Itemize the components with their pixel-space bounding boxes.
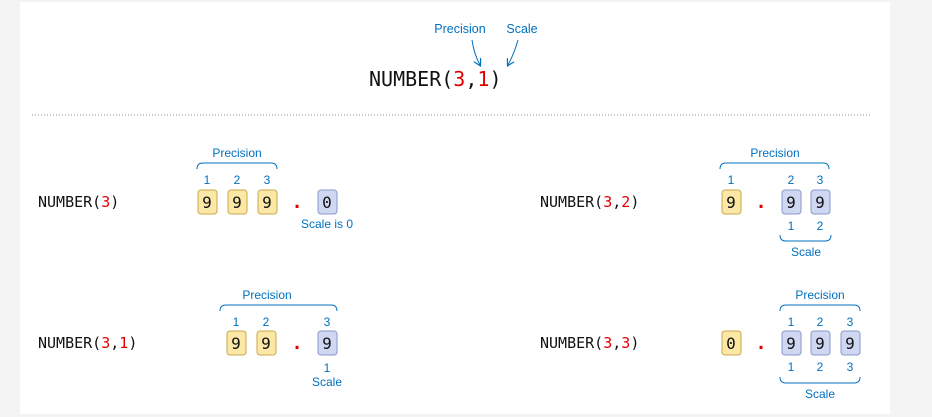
fraction-digit: 9 — [815, 334, 825, 353]
fraction-digit-box — [781, 189, 802, 215]
fraction-digit: 9 — [845, 334, 855, 353]
scale-position: 3 — [847, 360, 854, 374]
integer-digit: 9 — [726, 193, 736, 212]
integer-digit: 9 — [231, 334, 241, 353]
precision-position: 2 — [234, 173, 241, 187]
integer-digit: 9 — [261, 334, 271, 353]
precision-position: 1 — [728, 173, 735, 187]
example-number-3-2: NUMBER(3,2) Precision 1 2 3 9 . 9 9 1 2 … — [540, 146, 832, 259]
precision-position: 2 — [817, 315, 824, 329]
example-number-3: NUMBER(3) Precision 1 2 3 9 9 9 . 0 Scal… — [38, 146, 353, 231]
precision-bracket — [219, 304, 338, 312]
decimal-point: . — [292, 333, 303, 354]
fraction-digit-box — [781, 330, 802, 356]
scale-bracket — [779, 376, 861, 384]
integer-digit: 0 — [726, 334, 736, 353]
fraction-digit-box — [317, 189, 338, 215]
fraction-digit: 9 — [322, 334, 332, 353]
precision-position: 3 — [264, 173, 271, 187]
integer-digit-box — [227, 189, 248, 215]
precision-position: 3 — [324, 315, 331, 329]
precision-position: 1 — [788, 315, 795, 329]
header-scale-label: Scale — [506, 22, 537, 36]
example-syntax: NUMBER(3,2) — [540, 193, 639, 211]
integer-digit-box — [256, 330, 277, 356]
precision-position: 3 — [817, 173, 824, 187]
integer-digit: 9 — [202, 193, 212, 212]
precision-label: Precision — [242, 288, 291, 302]
scale-position: 1 — [324, 361, 331, 375]
precision-position: 1 — [204, 173, 211, 187]
example-syntax: NUMBER(3,1) — [38, 334, 137, 352]
precision-position: 3 — [847, 315, 854, 329]
header-precision-label: Precision — [434, 22, 485, 36]
scale-bracket — [779, 234, 832, 242]
scale-arrow — [508, 39, 519, 65]
number-precision-scale-diagram: Precision Scale NUMBER(3,1) NUMBER(3) Pr… — [32, 22, 870, 401]
precision-bracket — [196, 162, 278, 170]
header-number-syntax: NUMBER(3,1) — [369, 67, 501, 91]
fraction-digit-box — [840, 330, 861, 356]
precision-position: 2 — [263, 315, 270, 329]
fraction-digit: 0 — [322, 193, 332, 212]
decimal-point: . — [292, 192, 303, 213]
integer-digit-box — [257, 189, 278, 215]
precision-arrow — [471, 39, 480, 65]
precision-label: Precision — [750, 146, 799, 160]
integer-digit-box — [721, 330, 742, 356]
header-group: Precision Scale NUMBER(3,1) — [369, 22, 538, 91]
scale-label: Scale — [312, 375, 342, 389]
precision-bracket — [779, 304, 861, 312]
example-number-3-1: NUMBER(3,1) Precision 1 2 3 9 9 . 9 1 Sc… — [38, 288, 342, 389]
fraction-digit: 9 — [786, 334, 796, 353]
fraction-digit: 9 — [786, 193, 796, 212]
diagram-panel: Precision Scale NUMBER(3,1) NUMBER(3) Pr… — [20, 2, 890, 414]
scale-position: 2 — [817, 219, 824, 233]
integer-digit-box — [197, 189, 218, 215]
precision-bracket — [719, 162, 830, 170]
fraction-digit: 9 — [815, 193, 825, 212]
fraction-digit-box — [810, 330, 831, 356]
example-syntax: NUMBER(3,3) — [540, 334, 639, 352]
integer-digit: 9 — [232, 193, 242, 212]
precision-position: 2 — [788, 173, 795, 187]
precision-label: Precision — [212, 146, 261, 160]
scale-position: 1 — [788, 219, 795, 233]
integer-digit-box — [226, 330, 247, 356]
precision-label: Precision — [795, 288, 844, 302]
integer-digit-box — [721, 189, 742, 215]
integer-digit: 9 — [262, 193, 272, 212]
fraction-digit-box — [810, 189, 831, 215]
scale-label: Scale — [805, 387, 835, 401]
example-number-3-3: NUMBER(3,3) Precision 1 2 3 0 . 9 9 9 1 … — [540, 288, 861, 401]
decimal-point: . — [756, 192, 767, 213]
scale-note: Scale is 0 — [301, 217, 353, 231]
fraction-digit-box — [317, 330, 338, 356]
decimal-point: . — [756, 333, 767, 354]
scale-label: Scale — [791, 245, 821, 259]
example-syntax: NUMBER(3) — [38, 193, 119, 211]
scale-position: 1 — [788, 360, 795, 374]
precision-position: 1 — [233, 315, 240, 329]
scale-position: 2 — [817, 360, 824, 374]
